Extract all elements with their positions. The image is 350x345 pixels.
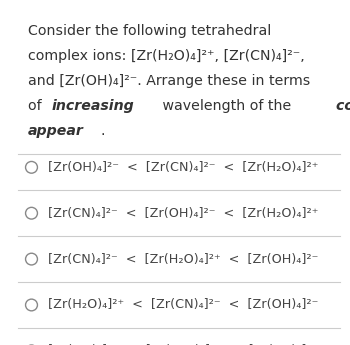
Text: increasing: increasing (51, 99, 134, 113)
Text: [Zr(CN)₄]²⁻  <  [Zr(H₂O)₄]²⁺  <  [Zr(OH)₄]²⁻: [Zr(CN)₄]²⁻ < [Zr(H₂O)₄]²⁺ < [Zr(OH)₄]²⁻ (48, 253, 318, 266)
Text: [Zr(H₂O)₄]²⁺  <  [Zr(CN)₄]²⁻  <  [Zr(OH)₄]²⁻: [Zr(H₂O)₄]²⁺ < [Zr(CN)₄]²⁻ < [Zr(OH)₄]²⁻ (48, 298, 318, 312)
Text: wavelength of the: wavelength of the (158, 99, 296, 113)
Text: [Zr(OH)₄]²⁻  <  [Zr(H₂O)₄]²⁺  <  [Zr(CN)₄]²⁻: [Zr(OH)₄]²⁻ < [Zr(H₂O)₄]²⁺ < [Zr(CN)₄]²⁻ (48, 344, 318, 345)
Text: of: of (28, 99, 46, 113)
Text: .: . (100, 124, 105, 138)
Text: [Zr(CN)₄]²⁻  <  [Zr(OH)₄]²⁻  <  [Zr(H₂O)₄]²⁺: [Zr(CN)₄]²⁻ < [Zr(OH)₄]²⁻ < [Zr(H₂O)₄]²⁺ (48, 207, 318, 220)
Text: and [Zr(OH)₄]²⁻. Arrange these in terms: and [Zr(OH)₄]²⁻. Arrange these in terms (28, 74, 310, 88)
Text: appear: appear (28, 124, 84, 138)
Text: Consider the following tetrahedral: Consider the following tetrahedral (28, 24, 271, 38)
Text: color they: color they (336, 99, 350, 113)
Text: [Zr(OH)₄]²⁻  <  [Zr(CN)₄]²⁻  <  [Zr(H₂O)₄]²⁺: [Zr(OH)₄]²⁻ < [Zr(CN)₄]²⁻ < [Zr(H₂O)₄]²⁺ (48, 161, 318, 174)
Text: complex ions: [Zr(H₂O)₄]²⁺, [Zr(CN)₄]²⁻,: complex ions: [Zr(H₂O)₄]²⁺, [Zr(CN)₄]²⁻, (28, 49, 305, 63)
